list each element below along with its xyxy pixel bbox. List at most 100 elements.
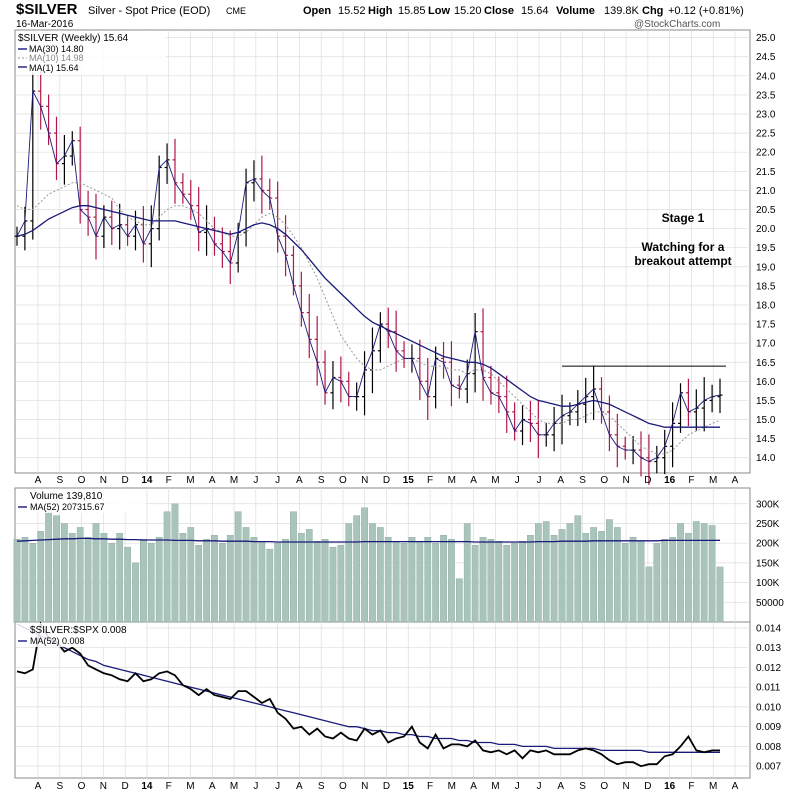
volume-bar [258, 541, 266, 623]
x-tick-label: F [688, 781, 694, 792]
chart-name: Silver - Spot Price (EOD) [88, 5, 210, 17]
x-tick-label: N [100, 781, 107, 792]
volume-bar [313, 541, 321, 623]
x-tick-label: A [296, 475, 303, 486]
volume-bar [37, 531, 45, 623]
volume-bar [361, 507, 368, 623]
annotation-line1: Watching for a [642, 240, 725, 254]
ohlc-bar [678, 383, 684, 433]
ratio-legend: $SILVER:$SPX 0.008 MA(52) 0.008 [16, 623, 146, 647]
ohlc-bar [512, 402, 518, 441]
volume-bar [179, 533, 187, 623]
ratio-y-tick: 0.008 [756, 742, 781, 753]
x-tick-label: A [209, 781, 216, 792]
volume-bar [590, 527, 597, 623]
volume-bar [45, 507, 52, 623]
volume-bar [92, 523, 100, 623]
x-tick-label: A [470, 475, 477, 486]
legend-ma1: MA(1) 15.64 [29, 63, 79, 73]
ohlc-bar [125, 215, 131, 246]
ohlc-bar [401, 341, 407, 368]
ohlc-bar [433, 346, 439, 409]
chart-date: 16-Mar-2016 [16, 19, 74, 30]
ohlc-bar [662, 429, 668, 475]
ohlc-summary: Open 15.52 High 15.85 Low 15.20 Close 15… [303, 5, 744, 17]
volume-bar [653, 542, 661, 623]
x-tick-label: 16 [664, 475, 676, 486]
ohlc-bar [654, 445, 660, 474]
volume-bar [606, 519, 613, 623]
axis-layer: A A S S O O N N D D 14 14 F F M M A A M M J J J J A A S S O O N N D D 15 15… [35, 33, 785, 792]
x-tick-label: 16 [664, 781, 676, 792]
x-tick-label: J [536, 781, 541, 792]
x-tick-label: A [557, 781, 564, 792]
volume-bar [211, 535, 218, 623]
x-tick-label: A [35, 781, 42, 792]
x-tick-label: N [361, 781, 368, 792]
ohlc-bar [425, 358, 431, 420]
x-tick-label: A [296, 781, 303, 792]
x-tick-label: N [622, 475, 629, 486]
price-y-tick: 21.5 [756, 167, 776, 178]
x-tick-label: M [230, 781, 238, 792]
volume-bar [542, 521, 550, 623]
ohlc-bar [362, 351, 368, 416]
volume-bar [669, 537, 676, 623]
x-tick-label: A [209, 475, 216, 486]
legend-volume-ma: MA(52) 207315.67 [30, 502, 105, 512]
x-tick-label: A [557, 475, 564, 486]
x-tick-label: F [688, 475, 694, 486]
volume-bar [290, 511, 297, 623]
chg-label: Chg [642, 5, 663, 17]
x-tick-label: A [732, 781, 739, 792]
volume-bar [329, 546, 337, 623]
ohlc-bar [441, 342, 447, 379]
volume-bar [68, 533, 76, 623]
volume-bar [61, 523, 68, 623]
ohlc-bar [520, 405, 526, 446]
ohlc-bar [101, 205, 107, 249]
high-value: 15.85 [398, 5, 426, 17]
volume-bar [376, 527, 384, 623]
ohlc-bar [693, 389, 699, 431]
x-tick-label: M [709, 781, 717, 792]
volume-bar [234, 511, 242, 623]
x-tick-label: J [536, 475, 541, 486]
volume-bar [250, 537, 258, 623]
price-y-tick: 16.5 [756, 358, 776, 369]
x-tick-label: M [491, 781, 499, 792]
volume-bar [147, 542, 155, 623]
annotation-line2: breakout attempt [634, 254, 731, 268]
stage-annotation: Stage 1 Watching for a breakout attempt [634, 211, 731, 268]
volume-bar [582, 533, 590, 623]
legend-ma30: MA(30) 14.80 [29, 44, 84, 54]
volume-bar [100, 533, 108, 623]
ohlc-bar [204, 205, 210, 256]
x-tick-label: F [166, 475, 172, 486]
ohlc-bar [180, 173, 186, 204]
ohlc-bar [535, 400, 541, 459]
volume-bar [692, 521, 700, 623]
ma1-line [16, 89, 721, 462]
ohlc-bar [488, 365, 494, 405]
ratio-y-tick: 0.012 [756, 663, 781, 674]
x-tick-label: J [253, 781, 258, 792]
volume-bar [345, 523, 353, 623]
volume-bar [203, 539, 210, 623]
volume-bar [140, 539, 147, 623]
volume-label: Volume [556, 5, 595, 17]
volume-bar [369, 523, 376, 623]
ohlc-bar [69, 131, 75, 166]
ratio-line [16, 621, 720, 768]
open-label: Open [303, 5, 331, 17]
ratio-title: $SILVER:$SPX 0.008 [30, 625, 127, 636]
x-tick-label: F [166, 781, 172, 792]
volume-y-tick: 50000 [756, 598, 784, 609]
volume-title: Volume 139,810 [30, 491, 103, 502]
volume-bar [463, 523, 471, 623]
price-legend: $SILVER (Weekly) 15.64 MA(30) 14.80 MA(1… [16, 31, 166, 75]
ratio-layer [16, 621, 720, 768]
x-tick-label: N [100, 475, 107, 486]
x-tick-label: A [470, 781, 477, 792]
ohlc-bar [46, 94, 52, 145]
